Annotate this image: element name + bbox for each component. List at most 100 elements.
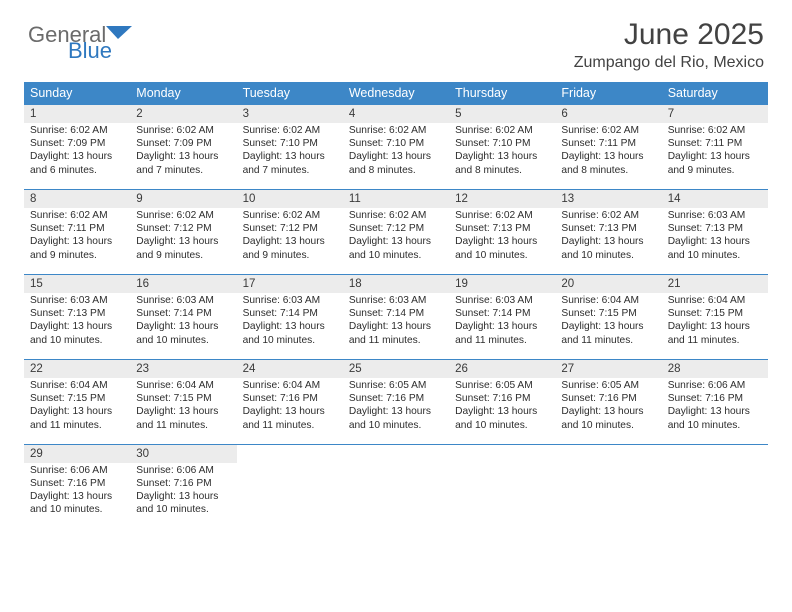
calendar-day-cell: 29Sunrise: 6:06 AMSunset: 7:16 PMDayligh… <box>24 444 130 528</box>
day-line-d1: Daylight: 13 hours <box>455 405 549 418</box>
day-line-d1: Daylight: 13 hours <box>349 405 443 418</box>
day-line-ss: Sunset: 7:14 PM <box>349 307 443 320</box>
day-line-ss: Sunset: 7:14 PM <box>455 307 549 320</box>
day-details: Sunrise: 6:03 AMSunset: 7:14 PMDaylight:… <box>449 293 555 359</box>
day-line-sr: Sunrise: 6:02 AM <box>455 209 549 222</box>
day-line-d2: and 6 minutes. <box>30 164 124 177</box>
col-monday: Monday <box>130 82 236 105</box>
day-number: 11 <box>343 190 449 208</box>
day-line-d2: and 11 minutes. <box>668 334 762 347</box>
day-line-d2: and 9 minutes. <box>668 164 762 177</box>
day-line-ss: Sunset: 7:10 PM <box>455 137 549 150</box>
calendar-day-cell: 25Sunrise: 6:05 AMSunset: 7:16 PMDayligh… <box>343 359 449 444</box>
day-number: 21 <box>662 275 768 293</box>
day-line-ss: Sunset: 7:10 PM <box>349 137 443 150</box>
day-number: 15 <box>24 275 130 293</box>
calendar-day-cell: 20Sunrise: 6:04 AMSunset: 7:15 PMDayligh… <box>555 274 661 359</box>
day-line-d1: Daylight: 13 hours <box>561 320 655 333</box>
calendar-day-cell: 12Sunrise: 6:02 AMSunset: 7:13 PMDayligh… <box>449 189 555 274</box>
day-details: Sunrise: 6:04 AMSunset: 7:15 PMDaylight:… <box>130 378 236 444</box>
day-details: Sunrise: 6:03 AMSunset: 7:14 PMDaylight:… <box>130 293 236 359</box>
calendar-day-cell: 8Sunrise: 6:02 AMSunset: 7:11 PMDaylight… <box>24 189 130 274</box>
day-line-d1: Daylight: 13 hours <box>136 150 230 163</box>
day-details: Sunrise: 6:04 AMSunset: 7:16 PMDaylight:… <box>237 378 343 444</box>
day-details: Sunrise: 6:02 AMSunset: 7:10 PMDaylight:… <box>343 123 449 189</box>
calendar-day-cell: 5Sunrise: 6:02 AMSunset: 7:10 PMDaylight… <box>449 105 555 190</box>
day-number: 6 <box>555 105 661 123</box>
day-details: Sunrise: 6:02 AMSunset: 7:09 PMDaylight:… <box>24 123 130 189</box>
day-details: Sunrise: 6:02 AMSunset: 7:11 PMDaylight:… <box>555 123 661 189</box>
day-line-sr: Sunrise: 6:06 AM <box>668 379 762 392</box>
calendar-day-cell: 3Sunrise: 6:02 AMSunset: 7:10 PMDaylight… <box>237 105 343 190</box>
col-wednesday: Wednesday <box>343 82 449 105</box>
day-line-d2: and 11 minutes. <box>243 419 337 432</box>
day-number: 20 <box>555 275 661 293</box>
day-line-d2: and 10 minutes. <box>30 503 124 516</box>
day-line-d1: Daylight: 13 hours <box>668 320 762 333</box>
day-number: 10 <box>237 190 343 208</box>
day-line-sr: Sunrise: 6:04 AM <box>243 379 337 392</box>
day-number: 23 <box>130 360 236 378</box>
day-line-ss: Sunset: 7:16 PM <box>561 392 655 405</box>
calendar-day-cell: 2Sunrise: 6:02 AMSunset: 7:09 PMDaylight… <box>130 105 236 190</box>
day-line-ss: Sunset: 7:16 PM <box>668 392 762 405</box>
day-line-ss: Sunset: 7:13 PM <box>30 307 124 320</box>
day-details: Sunrise: 6:06 AMSunset: 7:16 PMDaylight:… <box>24 463 130 529</box>
day-number: 16 <box>130 275 236 293</box>
page-header: General Blue June 2025 Zumpango del Rio,… <box>0 0 792 76</box>
day-number: 5 <box>449 105 555 123</box>
day-line-d2: and 10 minutes. <box>561 419 655 432</box>
day-line-d1: Daylight: 13 hours <box>30 235 124 248</box>
calendar-week-row: 22Sunrise: 6:04 AMSunset: 7:15 PMDayligh… <box>24 359 768 444</box>
day-details: Sunrise: 6:04 AMSunset: 7:15 PMDaylight:… <box>555 293 661 359</box>
logo-text-b: Blue <box>68 38 112 58</box>
day-line-ss: Sunset: 7:09 PM <box>30 137 124 150</box>
day-details: Sunrise: 6:06 AMSunset: 7:16 PMDaylight:… <box>130 463 236 529</box>
calendar-day-cell: 10Sunrise: 6:02 AMSunset: 7:12 PMDayligh… <box>237 189 343 274</box>
day-line-d1: Daylight: 13 hours <box>243 235 337 248</box>
calendar-day-cell: 6Sunrise: 6:02 AMSunset: 7:11 PMDaylight… <box>555 105 661 190</box>
day-number: 28 <box>662 360 768 378</box>
day-line-d1: Daylight: 13 hours <box>349 320 443 333</box>
day-line-ss: Sunset: 7:16 PM <box>136 477 230 490</box>
day-line-d1: Daylight: 13 hours <box>668 235 762 248</box>
day-details: Sunrise: 6:04 AMSunset: 7:15 PMDaylight:… <box>24 378 130 444</box>
col-saturday: Saturday <box>662 82 768 105</box>
day-line-sr: Sunrise: 6:04 AM <box>561 294 655 307</box>
calendar-table: Sunday Monday Tuesday Wednesday Thursday… <box>24 82 768 529</box>
day-details: Sunrise: 6:02 AMSunset: 7:11 PMDaylight:… <box>24 208 130 274</box>
day-line-d1: Daylight: 13 hours <box>455 320 549 333</box>
day-line-ss: Sunset: 7:16 PM <box>243 392 337 405</box>
calendar-day-cell: 11Sunrise: 6:02 AMSunset: 7:12 PMDayligh… <box>343 189 449 274</box>
day-line-d2: and 10 minutes. <box>136 334 230 347</box>
day-number: 3 <box>237 105 343 123</box>
calendar-day-cell: 22Sunrise: 6:04 AMSunset: 7:15 PMDayligh… <box>24 359 130 444</box>
day-line-d1: Daylight: 13 hours <box>136 235 230 248</box>
day-details: Sunrise: 6:02 AMSunset: 7:11 PMDaylight:… <box>662 123 768 189</box>
day-line-d1: Daylight: 13 hours <box>243 405 337 418</box>
day-details: Sunrise: 6:03 AMSunset: 7:14 PMDaylight:… <box>343 293 449 359</box>
day-line-d1: Daylight: 13 hours <box>136 320 230 333</box>
day-line-ss: Sunset: 7:12 PM <box>243 222 337 235</box>
day-details: Sunrise: 6:02 AMSunset: 7:13 PMDaylight:… <box>449 208 555 274</box>
day-number: 24 <box>237 360 343 378</box>
day-line-sr: Sunrise: 6:02 AM <box>668 124 762 137</box>
day-line-d2: and 9 minutes. <box>30 249 124 262</box>
month-title: June 2025 <box>574 18 764 52</box>
day-line-ss: Sunset: 7:16 PM <box>30 477 124 490</box>
day-line-ss: Sunset: 7:14 PM <box>243 307 337 320</box>
day-line-d1: Daylight: 13 hours <box>136 490 230 503</box>
day-number: 25 <box>343 360 449 378</box>
day-details: Sunrise: 6:02 AMSunset: 7:12 PMDaylight:… <box>237 208 343 274</box>
calendar-day-cell: 28Sunrise: 6:06 AMSunset: 7:16 PMDayligh… <box>662 359 768 444</box>
day-line-d2: and 10 minutes. <box>349 419 443 432</box>
day-number: 1 <box>24 105 130 123</box>
day-line-d2: and 11 minutes. <box>349 334 443 347</box>
day-line-sr: Sunrise: 6:02 AM <box>30 124 124 137</box>
day-line-d1: Daylight: 13 hours <box>30 150 124 163</box>
calendar-day-cell: 24Sunrise: 6:04 AMSunset: 7:16 PMDayligh… <box>237 359 343 444</box>
day-details: Sunrise: 6:06 AMSunset: 7:16 PMDaylight:… <box>662 378 768 444</box>
day-number: 14 <box>662 190 768 208</box>
calendar-day-cell: 27Sunrise: 6:05 AMSunset: 7:16 PMDayligh… <box>555 359 661 444</box>
day-line-d2: and 10 minutes. <box>30 334 124 347</box>
